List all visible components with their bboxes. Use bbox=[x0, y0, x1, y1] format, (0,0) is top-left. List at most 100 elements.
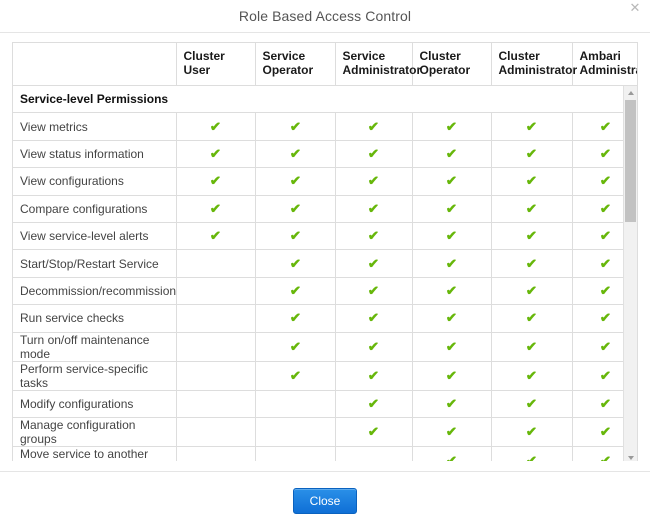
checkmark-icon: ✔ bbox=[445, 367, 458, 383]
column-header-service-administrator: Service Administrator bbox=[335, 43, 421, 86]
permission-granted-cell: ✔ bbox=[491, 390, 573, 418]
permission-label: Perform service-specific tasks bbox=[13, 361, 177, 391]
checkmark-icon: ✔ bbox=[445, 118, 458, 134]
permission-granted-cell: ✔ bbox=[491, 417, 573, 447]
permission-granted-cell: ✔ bbox=[255, 277, 336, 306]
permission-label: View configurations bbox=[13, 167, 177, 196]
table-header-row: Cluster User Service Operator Service Ad… bbox=[13, 43, 637, 86]
permission-label: Compare configurations bbox=[13, 195, 177, 223]
permissions-table-container: Cluster User Service Operator Service Ad… bbox=[12, 42, 638, 461]
checkmark-icon: ✔ bbox=[289, 282, 301, 298]
permission-granted-cell: ✔ bbox=[412, 140, 492, 169]
permission-granted-cell: ✔ bbox=[412, 167, 492, 196]
permission-granted-cell: ✔ bbox=[255, 332, 336, 362]
permission-granted-cell: ✔ bbox=[491, 332, 573, 362]
table-row: Perform service-specific tasks ✔ ✔ ✔ ✔ ✔ bbox=[13, 361, 637, 391]
checkmark-icon: ✔ bbox=[599, 255, 611, 271]
permission-granted-cell: ✔ bbox=[335, 361, 413, 391]
checkmark-icon: ✔ bbox=[209, 200, 222, 216]
permission-granted-cell: ✔ bbox=[255, 195, 336, 223]
checkmark-icon: ✔ bbox=[525, 310, 538, 326]
table-header-area: Cluster User Service Operator Service Ad… bbox=[13, 43, 637, 86]
permission-granted-cell: ✔ bbox=[412, 446, 492, 461]
permission-granted-cell: ✔ bbox=[491, 277, 573, 306]
checkmark-icon: ✔ bbox=[525, 395, 538, 411]
permission-granted-cell: ✔ bbox=[491, 195, 573, 223]
checkmark-icon: ✔ bbox=[525, 200, 538, 216]
checkmark-icon: ✔ bbox=[599, 310, 611, 326]
permission-label: Decommission/recommission bbox=[13, 277, 177, 306]
checkmark-icon: ✔ bbox=[445, 395, 458, 411]
checkmark-icon: ✔ bbox=[525, 338, 538, 354]
column-header-ambari-administrator: Ambari Administrator bbox=[572, 43, 637, 86]
permission-granted-cell: ✔ bbox=[335, 332, 413, 362]
table-row: Decommission/recommission ✔ ✔ ✔ ✔ ✔ bbox=[13, 277, 637, 306]
checkmark-icon: ✔ bbox=[599, 200, 611, 216]
checkmark-icon: ✔ bbox=[367, 282, 380, 298]
column-header-cluster-operator: Cluster Operator bbox=[412, 43, 492, 86]
permission-granted-cell: ✔ bbox=[255, 140, 336, 169]
column-header-cluster-user: Cluster User bbox=[176, 43, 256, 86]
permission-label: Modify configurations bbox=[13, 390, 177, 418]
permission-label: View status information bbox=[13, 140, 177, 169]
table-row: View metrics ✔ ✔ ✔ ✔ ✔ ✔ bbox=[13, 112, 637, 141]
checkmark-icon: ✔ bbox=[367, 118, 380, 134]
checkmark-icon: ✔ bbox=[599, 173, 611, 189]
permission-granted-cell: ✔ bbox=[412, 361, 492, 391]
checkmark-icon: ✔ bbox=[209, 228, 222, 244]
permission-granted-cell: ✔ bbox=[176, 222, 256, 251]
permission-empty-cell bbox=[176, 249, 256, 278]
checkmark-icon: ✔ bbox=[289, 200, 301, 216]
permission-empty-cell bbox=[176, 417, 256, 447]
checkmark-icon: ✔ bbox=[525, 145, 538, 161]
vertical-scrollbar[interactable] bbox=[623, 86, 637, 461]
scrollbar-thumb[interactable] bbox=[625, 100, 636, 222]
checkmark-icon: ✔ bbox=[367, 255, 380, 271]
page-title: Role Based Access Control bbox=[238, 8, 412, 24]
table-row: Move service to another host ✔ ✔ ✔ bbox=[13, 446, 637, 461]
permission-granted-cell: ✔ bbox=[335, 112, 413, 141]
permission-granted-cell: ✔ bbox=[491, 249, 573, 278]
permission-empty-cell bbox=[255, 390, 336, 418]
permission-granted-cell: ✔ bbox=[335, 167, 413, 196]
permission-granted-cell: ✔ bbox=[335, 140, 413, 169]
checkmark-icon: ✔ bbox=[445, 173, 458, 189]
permission-granted-cell: ✔ bbox=[412, 112, 492, 141]
permission-granted-cell: ✔ bbox=[491, 140, 573, 169]
checkmark-icon: ✔ bbox=[367, 173, 380, 189]
permission-granted-cell: ✔ bbox=[335, 277, 413, 306]
permission-label: Turn on/off maintenance mode bbox=[13, 332, 177, 362]
checkmark-icon: ✔ bbox=[209, 145, 222, 161]
checkmark-icon: ✔ bbox=[525, 452, 538, 461]
permission-empty-cell bbox=[176, 446, 256, 461]
scroll-down-arrow-icon[interactable] bbox=[624, 451, 637, 461]
close-button[interactable]: Close bbox=[292, 487, 358, 514]
permission-label: View metrics bbox=[13, 112, 177, 141]
checkmark-icon: ✔ bbox=[367, 200, 380, 216]
permissions-scroll-viewport[interactable]: Service-level Permissions View metrics ✔ ✔ ✔… bbox=[13, 85, 637, 461]
table-row: View configurations ✔ ✔ ✔ ✔ ✔ ✔ bbox=[13, 167, 637, 196]
scroll-up-arrow-icon[interactable] bbox=[624, 86, 637, 99]
permission-granted-cell: ✔ bbox=[491, 222, 573, 251]
checkmark-icon: ✔ bbox=[289, 145, 301, 161]
permission-granted-cell: ✔ bbox=[176, 140, 256, 169]
close-icon[interactable]: ✕ bbox=[629, 0, 641, 15]
table-row: Modify configurations ✔ ✔ ✔ ✔ bbox=[13, 390, 637, 418]
permission-granted-cell: ✔ bbox=[335, 417, 413, 447]
permission-empty-cell bbox=[255, 446, 336, 461]
checkmark-icon: ✔ bbox=[525, 173, 538, 189]
permission-label: Move service to another host bbox=[13, 446, 177, 461]
permission-granted-cell: ✔ bbox=[491, 446, 573, 461]
permission-granted-cell: ✔ bbox=[335, 304, 413, 333]
checkmark-icon: ✔ bbox=[289, 173, 301, 189]
permission-granted-cell: ✔ bbox=[255, 167, 336, 196]
column-header-blank bbox=[13, 43, 177, 86]
permission-label: Manage configuration groups bbox=[13, 417, 177, 447]
permission-granted-cell: ✔ bbox=[412, 304, 492, 333]
permission-empty-cell bbox=[255, 417, 336, 447]
dialog-header: Role Based Access Control ✕ bbox=[0, 0, 650, 33]
permissions-rows: Service-level Permissions View metrics ✔ ✔ ✔… bbox=[13, 85, 637, 461]
checkmark-icon: ✔ bbox=[289, 228, 301, 244]
permission-empty-cell bbox=[176, 277, 256, 306]
